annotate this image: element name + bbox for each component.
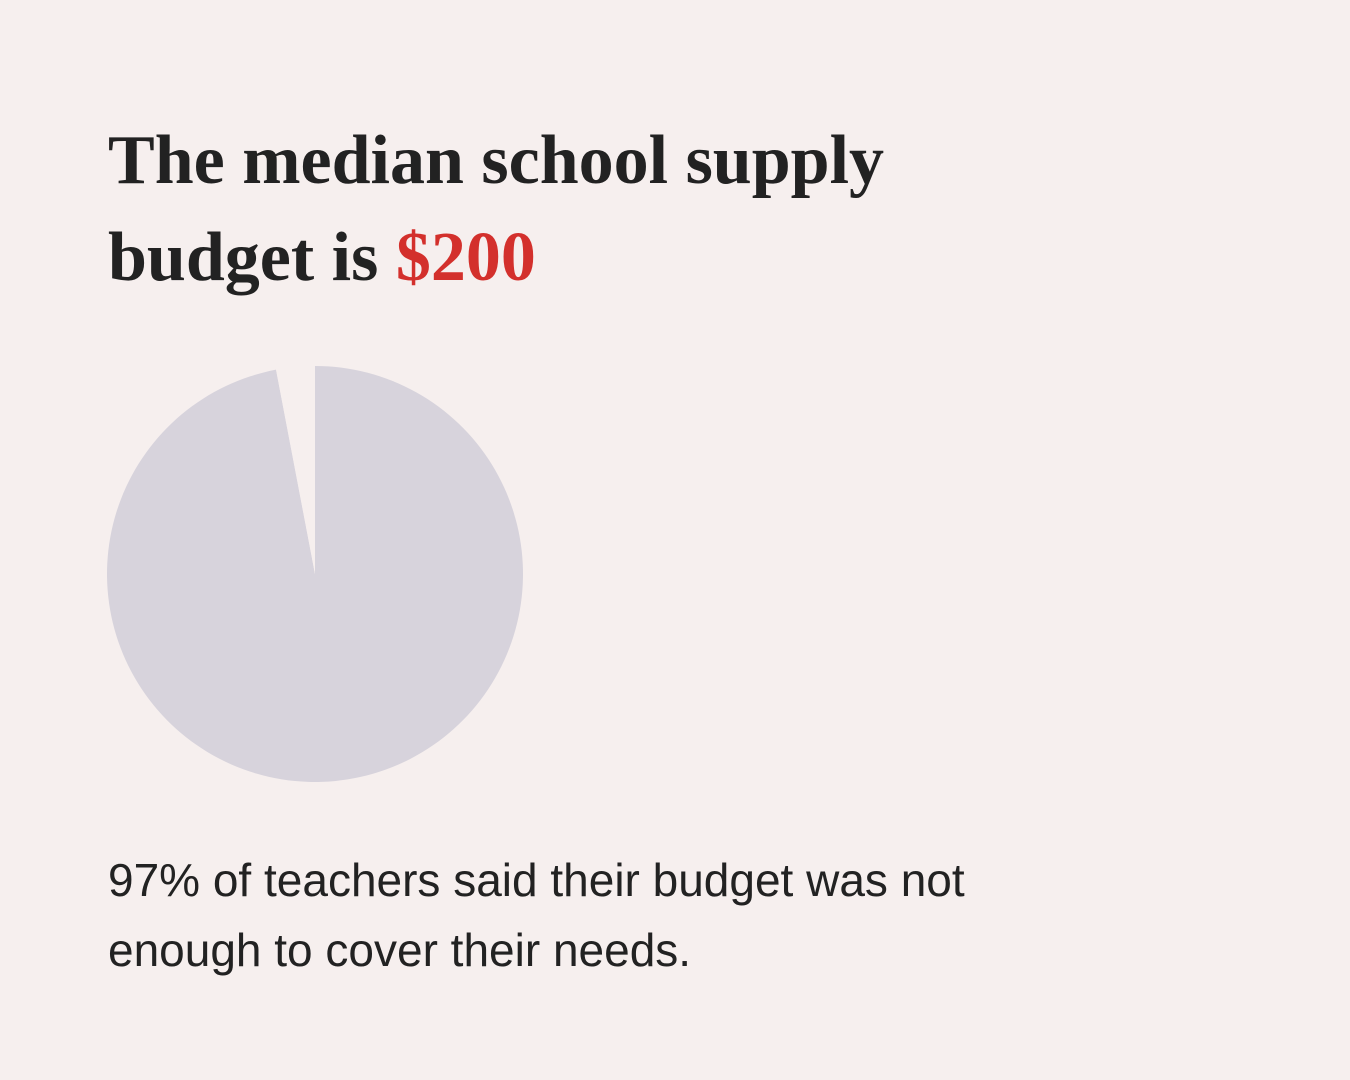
caption: 97% of teachers said their budget was no…	[108, 854, 965, 976]
title-text: The median school supply budget is	[108, 122, 885, 296]
pie-slice	[276, 366, 315, 574]
chart	[107, 366, 524, 783]
chart-title: The median school supply budget is $200	[108, 112, 888, 306]
title-highlight: $200	[395, 219, 536, 296]
pie-slice	[107, 366, 524, 783]
